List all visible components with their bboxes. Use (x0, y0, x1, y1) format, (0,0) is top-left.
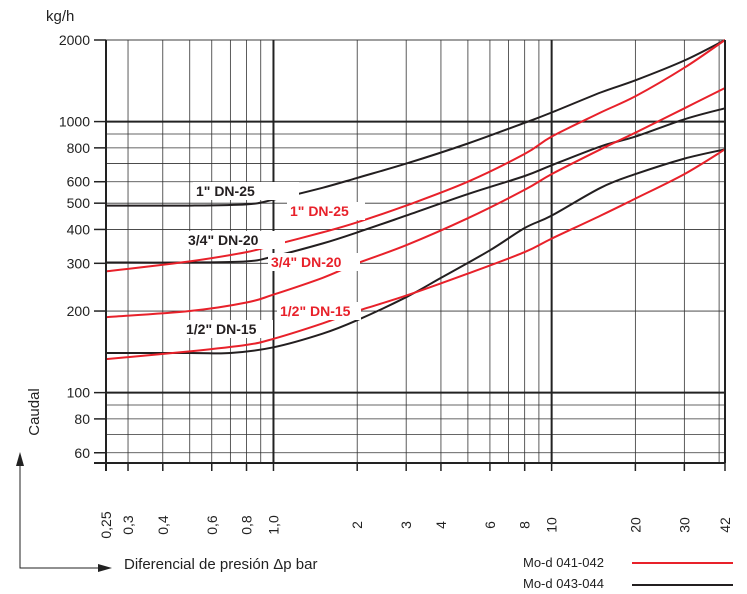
series-label-bg-5 (183, 320, 273, 338)
series-label-bg-0 (193, 182, 299, 200)
series-line-2 (106, 148, 726, 355)
x-tick-label-12: 20 (627, 517, 643, 533)
x-tick-label-4: 0,8 (239, 515, 255, 535)
y-tick-label-2: 100 (67, 385, 91, 401)
y-tick-label-5: 400 (67, 221, 91, 237)
x-axis-title: Diferencial de presión Δp bar (124, 556, 317, 573)
x-tick-label-8: 4 (433, 521, 449, 529)
x-tick-label-14: 42 (717, 517, 733, 533)
legend-label-black: Mo-d 043-044 (523, 576, 604, 591)
chart-series-labels: 1" DN-25 1" DN-25 3/4" DN-20 3/4" DN-20 1/2"… (183, 182, 365, 338)
x-tick-label-11: 10 (544, 517, 560, 533)
y-tick-label-1: 80 (74, 411, 90, 427)
chart-grid (106, 39, 726, 463)
y-unit-label: kg/h (46, 8, 74, 25)
series-label-bg-4 (277, 302, 361, 320)
series-label-4: 1/2" DN-15 (280, 303, 351, 319)
legend-label-red: Mo-d 041-042 (523, 555, 604, 570)
x-arrow-head (98, 564, 112, 572)
x-tick-label-9: 6 (482, 521, 498, 529)
y-tick-label-4: 300 (67, 255, 91, 271)
series-line-4 (105, 87, 726, 319)
y-tick-label-10: 2000 (59, 32, 90, 48)
series-label-bg-2 (185, 231, 285, 249)
series-label-bg-3 (268, 253, 360, 271)
series-label-2: 3/4" DN-20 (188, 232, 259, 248)
x-tick-label-0: 0,25 (98, 511, 114, 538)
y-arrow-head (16, 452, 24, 466)
series-line-0 (105, 39, 726, 207)
x-tick-label-5: 1,0 (265, 515, 281, 535)
series-label-5: 1/2" DN-15 (186, 321, 257, 337)
series-line-3 (105, 39, 726, 273)
y-tick-label-0: 60 (74, 445, 90, 461)
x-tick-label-6: 2 (349, 521, 365, 529)
series-label-bg-1 (287, 202, 365, 220)
y-tick-label-8: 800 (67, 140, 91, 156)
x-tick-label-10: 8 (517, 521, 533, 529)
y-tick-label-9: 1000 (59, 114, 90, 130)
y-axis-title: Caudal (26, 388, 43, 436)
series-line-1 (105, 107, 726, 264)
x-tick-label-7: 3 (398, 521, 414, 529)
x-tick-label-2: 0,4 (155, 515, 171, 535)
axis-corner-arrow (19, 466, 100, 569)
series-label-1: 1" DN-25 (290, 203, 349, 219)
chart-axes: 60 80 100 200 300 400 500 600 800 1000 2000 0,25 0,3… (59, 32, 733, 539)
x-tick-label-1: 0,3 (120, 515, 136, 535)
y-tick-label-6: 500 (67, 195, 91, 211)
chart-curves (105, 39, 726, 361)
series-label-3: 3/4" DN-20 (271, 254, 342, 270)
y-tick-label-7: 600 (67, 174, 91, 190)
series-label-0: 1" DN-25 (196, 183, 255, 199)
x-tick-label-13: 30 (676, 517, 692, 533)
series-line-5 (105, 148, 726, 361)
x-tick-label-3: 0,6 (204, 515, 220, 535)
y-tick-label-3: 200 (67, 303, 91, 319)
